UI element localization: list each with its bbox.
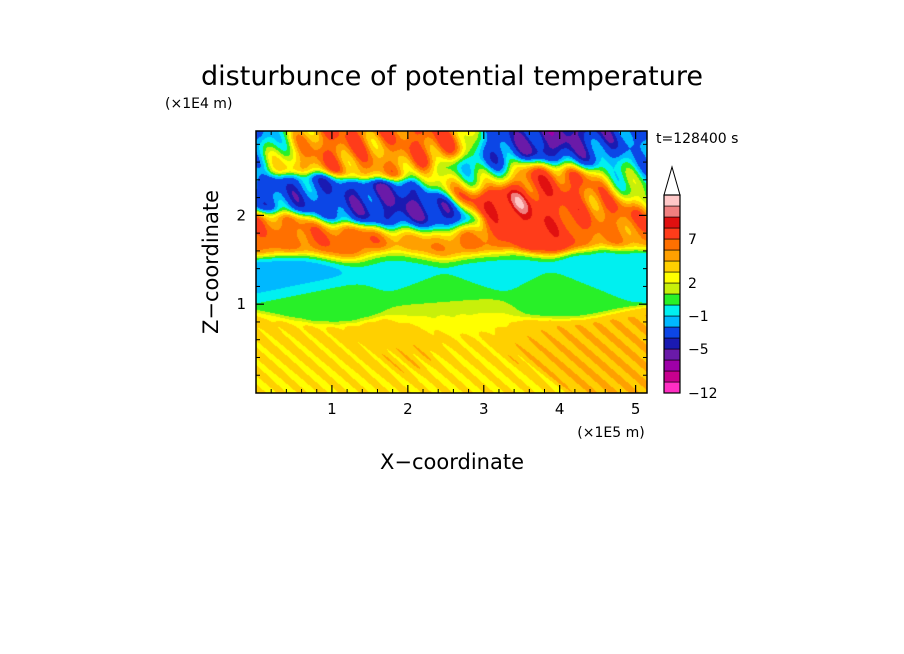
colorbar-swatch bbox=[663, 370, 681, 383]
x-scale-label: (×1E5 m) bbox=[577, 425, 644, 441]
colorbar-tick-label: 2 bbox=[688, 276, 697, 292]
chart-title: disturbunce of potential temperature bbox=[201, 61, 703, 92]
colorbar-swatch bbox=[663, 271, 681, 284]
colorbar-swatch bbox=[663, 216, 681, 229]
colorbar-swatch bbox=[663, 293, 681, 306]
x-tick-label: 2 bbox=[403, 400, 413, 418]
plot-frame bbox=[255, 130, 648, 394]
colorbar: 7 2 −1 −5 −12 bbox=[663, 165, 718, 402]
colorbar-tick-label: 7 bbox=[688, 232, 697, 248]
contour-field bbox=[256, 131, 647, 393]
x-tick-label: 3 bbox=[479, 400, 489, 418]
x-tick-label: 5 bbox=[631, 400, 641, 418]
colorbar-swatch bbox=[663, 205, 681, 218]
plot-area: 1 2 3 4 5 1 2 bbox=[236, 130, 648, 418]
colorbar-swatch bbox=[663, 227, 681, 240]
colorbar-tick-label: −12 bbox=[688, 386, 718, 402]
colorbar-swatch bbox=[663, 315, 681, 328]
y-scale-label: (×1E4 m) bbox=[165, 96, 232, 112]
x-tick-label: 4 bbox=[555, 400, 565, 418]
colorbar-swatch bbox=[663, 304, 681, 317]
axis-ticks: 1 2 3 4 5 1 2 bbox=[236, 131, 647, 418]
x-tick-label: 1 bbox=[327, 400, 337, 418]
colorbar-swatch bbox=[663, 238, 681, 251]
time-label: t=128400 s bbox=[656, 131, 738, 147]
colorbar-frame bbox=[663, 194, 681, 394]
colorbar-swatch bbox=[663, 249, 681, 262]
colorbar-swatch bbox=[663, 282, 681, 295]
colorbar-swatch bbox=[663, 326, 681, 339]
x-axis-label: X−coordinate bbox=[380, 450, 524, 474]
colorbar-swatch bbox=[663, 194, 681, 207]
y-tick-label: 2 bbox=[236, 206, 246, 224]
colorbar-swatch bbox=[663, 381, 681, 394]
colorbar-swatch bbox=[663, 260, 681, 273]
colorbar-swatch bbox=[663, 337, 681, 350]
colorbar-tick-label: −1 bbox=[688, 309, 709, 325]
colorbar-swatch bbox=[663, 348, 681, 361]
y-tick-label: 1 bbox=[236, 295, 246, 313]
colorbar-tick-label: −5 bbox=[688, 342, 709, 358]
y-axis-label: Z−coordinate bbox=[199, 190, 223, 334]
colorbar-swatch bbox=[663, 359, 681, 372]
